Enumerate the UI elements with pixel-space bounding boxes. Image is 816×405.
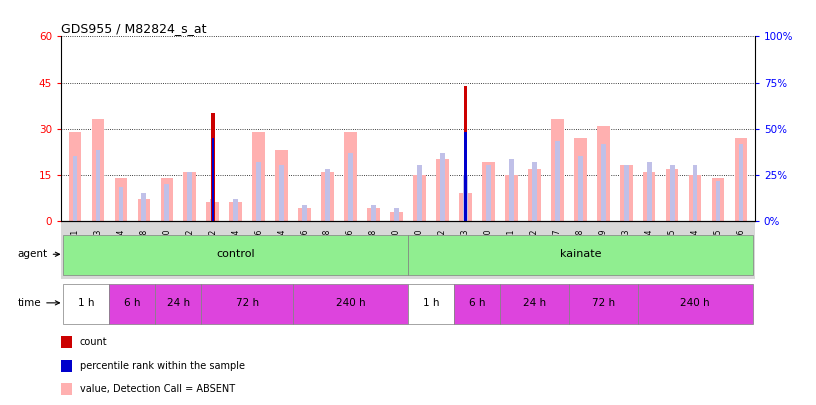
Bar bbox=[408, 284, 454, 324]
Bar bbox=[532, 162, 537, 221]
Bar bbox=[505, 175, 517, 221]
Bar bbox=[165, 184, 169, 221]
Text: 24 h: 24 h bbox=[523, 298, 546, 308]
Bar bbox=[463, 175, 468, 221]
Bar bbox=[647, 162, 651, 221]
Bar bbox=[252, 132, 265, 221]
Bar bbox=[623, 165, 628, 221]
Bar bbox=[279, 165, 284, 221]
Text: 6 h: 6 h bbox=[468, 298, 486, 308]
Bar bbox=[367, 209, 380, 221]
Bar bbox=[689, 175, 702, 221]
Bar bbox=[643, 172, 655, 221]
Bar bbox=[155, 284, 202, 324]
Bar bbox=[601, 144, 605, 221]
Bar bbox=[73, 156, 78, 221]
Bar bbox=[109, 284, 155, 324]
Text: 240 h: 240 h bbox=[335, 298, 366, 308]
Bar bbox=[712, 178, 725, 221]
Bar bbox=[574, 138, 587, 221]
Text: agent: agent bbox=[18, 249, 60, 259]
Text: 72 h: 72 h bbox=[592, 298, 614, 308]
Bar bbox=[114, 178, 127, 221]
Bar bbox=[463, 85, 468, 221]
Bar bbox=[211, 113, 215, 221]
Bar bbox=[394, 209, 399, 221]
Bar bbox=[454, 284, 500, 324]
Bar bbox=[436, 159, 449, 221]
Text: count: count bbox=[80, 337, 108, 347]
Bar bbox=[233, 199, 238, 221]
Bar bbox=[408, 235, 752, 275]
Bar bbox=[670, 165, 675, 221]
Bar bbox=[141, 193, 146, 221]
Text: 24 h: 24 h bbox=[166, 298, 190, 308]
Text: GDS955 / M82824_s_at: GDS955 / M82824_s_at bbox=[61, 22, 206, 35]
Text: kainate: kainate bbox=[560, 249, 601, 259]
Bar bbox=[322, 172, 334, 221]
Text: 1 h: 1 h bbox=[78, 298, 95, 308]
Bar bbox=[555, 141, 560, 221]
Text: 240 h: 240 h bbox=[681, 298, 710, 308]
Bar bbox=[256, 162, 261, 221]
Text: 72 h: 72 h bbox=[236, 298, 259, 308]
Bar bbox=[293, 284, 408, 324]
Bar bbox=[569, 284, 637, 324]
Bar bbox=[390, 211, 403, 221]
Bar bbox=[637, 284, 752, 324]
Bar bbox=[188, 172, 193, 221]
Text: 6 h: 6 h bbox=[124, 298, 140, 308]
Bar bbox=[551, 119, 564, 221]
Bar bbox=[716, 181, 721, 221]
Bar bbox=[275, 150, 288, 221]
Bar bbox=[211, 199, 215, 221]
Bar bbox=[734, 138, 747, 221]
Bar bbox=[486, 165, 490, 221]
Text: percentile rank within the sample: percentile rank within the sample bbox=[80, 361, 245, 371]
Bar bbox=[578, 156, 583, 221]
Bar bbox=[440, 153, 445, 221]
Bar bbox=[64, 284, 109, 324]
Bar bbox=[69, 132, 82, 221]
Text: control: control bbox=[216, 249, 255, 259]
Bar bbox=[417, 165, 422, 221]
Bar bbox=[202, 284, 293, 324]
Bar bbox=[348, 153, 353, 221]
Text: 1 h: 1 h bbox=[423, 298, 439, 308]
Bar bbox=[211, 138, 214, 221]
Bar bbox=[299, 209, 311, 221]
Bar bbox=[528, 168, 541, 221]
Bar bbox=[738, 144, 743, 221]
Bar bbox=[184, 172, 196, 221]
Bar bbox=[138, 199, 150, 221]
Bar bbox=[91, 119, 104, 221]
Bar bbox=[509, 159, 514, 221]
Bar bbox=[95, 150, 100, 221]
Bar bbox=[206, 202, 220, 221]
Bar bbox=[482, 162, 494, 221]
Bar bbox=[371, 205, 376, 221]
Bar bbox=[620, 165, 632, 221]
Text: value, Detection Call = ABSENT: value, Detection Call = ABSENT bbox=[80, 384, 235, 394]
Bar bbox=[459, 193, 472, 221]
Bar bbox=[326, 168, 330, 221]
Text: time: time bbox=[18, 298, 60, 308]
Bar bbox=[500, 284, 569, 324]
Bar bbox=[161, 178, 173, 221]
Bar bbox=[413, 175, 426, 221]
Bar bbox=[64, 235, 408, 275]
Bar bbox=[229, 202, 242, 221]
Bar bbox=[693, 165, 698, 221]
Bar bbox=[344, 132, 357, 221]
Bar bbox=[596, 126, 610, 221]
Bar bbox=[302, 205, 307, 221]
Bar bbox=[666, 168, 678, 221]
Bar bbox=[118, 187, 123, 221]
Bar bbox=[464, 132, 467, 221]
